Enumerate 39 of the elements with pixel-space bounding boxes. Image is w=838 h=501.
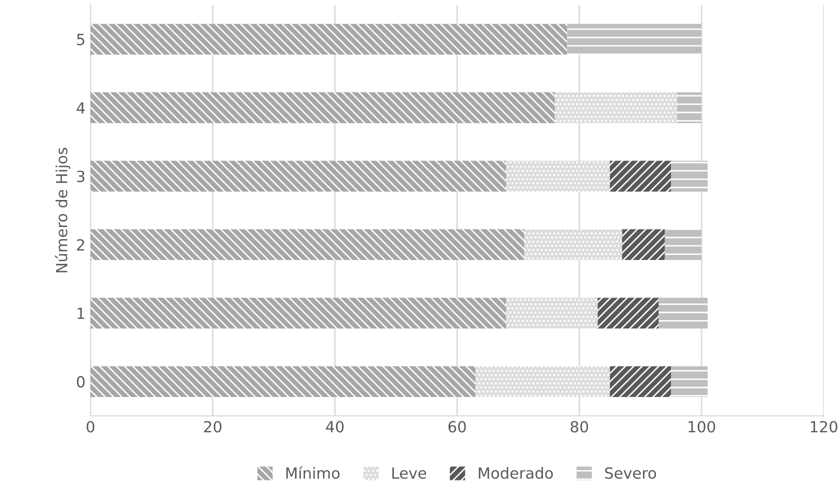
x-tick-label: 0 (86, 420, 94, 433)
legend-label: Severo (605, 467, 656, 479)
bar (567, 24, 702, 55)
x-tick-label: 100 (688, 420, 716, 433)
legend-label: Mínimo (286, 466, 340, 479)
bar (524, 229, 622, 260)
legend-label: Leve (392, 467, 426, 479)
bar (90, 24, 568, 55)
y-axis-title: Número de Hijos (54, 148, 70, 272)
x-tick-label: 60 (448, 420, 466, 433)
bar (90, 366, 476, 397)
y-tick-label: 4 (76, 102, 85, 114)
bar (610, 160, 671, 192)
bar (622, 229, 665, 260)
bar (664, 229, 702, 260)
y-tick-label: 2 (77, 239, 84, 250)
y-tick-label: 1 (78, 308, 84, 319)
x-tick-label: 20 (204, 420, 222, 433)
bar (506, 160, 610, 192)
bar (670, 160, 708, 192)
bar (554, 92, 678, 124)
bar (90, 92, 555, 124)
bar (677, 92, 702, 124)
y-tick-label: 3 (77, 170, 84, 182)
x-tick-label: 120 (810, 420, 838, 433)
x-tick-label: 80 (570, 420, 588, 433)
bar (90, 298, 506, 329)
bar (475, 366, 610, 397)
bar (90, 160, 506, 192)
legend-label: Moderado (478, 467, 553, 479)
bar (90, 229, 524, 260)
bar (506, 298, 598, 329)
y-tick-label: 0 (76, 376, 85, 388)
bar (610, 366, 671, 397)
bar (598, 298, 659, 329)
y-tick-label: 5 (77, 34, 84, 46)
bar (658, 298, 708, 329)
bar (670, 366, 708, 397)
x-tick-label: 40 (326, 420, 344, 433)
